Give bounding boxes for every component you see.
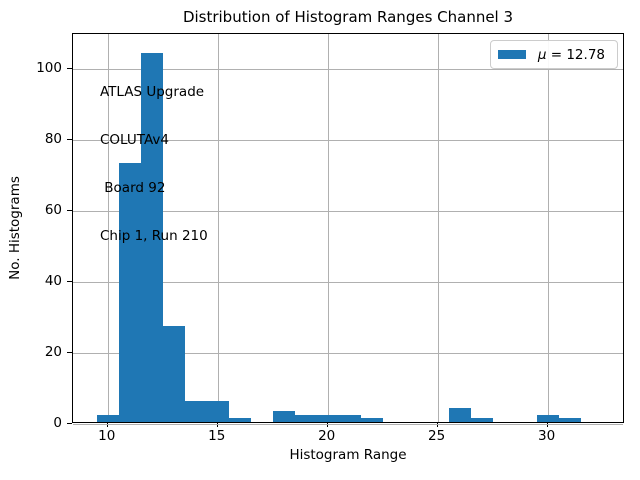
- y-gridline: [73, 353, 623, 355]
- x-tick-label: 15: [208, 428, 226, 444]
- annotation-line: Chip 1, Run 210: [100, 228, 208, 244]
- x-gridline: [217, 34, 219, 422]
- y-gridline: [73, 69, 623, 71]
- y-tick-label: 60: [44, 202, 62, 219]
- x-tick-mark: [326, 423, 328, 427]
- x-tick-label: 10: [98, 428, 116, 444]
- y-axis-label: No. Histograms: [7, 176, 23, 280]
- chart-title: Distribution of Histogram Ranges Channel…: [182, 8, 514, 26]
- x-tick-mark: [106, 423, 108, 427]
- y-tick-mark: [67, 68, 72, 70]
- legend-swatch: [497, 50, 526, 59]
- x-gridline: [547, 34, 549, 422]
- histogram-bar: [294, 414, 317, 422]
- y-tick-mark: [67, 423, 72, 424]
- mu-symbol: μ: [537, 46, 547, 63]
- legend-label: μ = 12.78: [538, 47, 605, 63]
- histogram-bar: [470, 418, 493, 422]
- histogram-bar: [96, 414, 119, 422]
- legend-value: = 12.78: [546, 46, 605, 63]
- histogram-bar: [360, 418, 383, 422]
- y-gridline: [73, 424, 623, 425]
- y-tick-label: 100: [36, 60, 62, 77]
- histogram-bar: [228, 418, 251, 422]
- x-tick-label: 20: [318, 428, 336, 444]
- annotation-line: COLUTAv4: [100, 132, 170, 148]
- y-tick-label: 40: [44, 273, 62, 290]
- x-tick-mark: [216, 423, 218, 427]
- x-axis-label: Histogram Range: [289, 447, 407, 463]
- x-tick-label: 30: [537, 428, 556, 444]
- histogram-bar: [558, 418, 581, 422]
- histogram-bar: [184, 400, 207, 422]
- x-gridline: [327, 34, 329, 422]
- histogram-bar: [536, 414, 559, 422]
- x-tick-mark: [436, 423, 438, 427]
- histogram-bar: [316, 414, 339, 422]
- x-gridline: [107, 34, 109, 422]
- x-gridline: [437, 34, 439, 422]
- y-tick-label: 20: [44, 344, 62, 361]
- y-tick-mark: [67, 281, 72, 283]
- histogram-bar: [118, 163, 141, 422]
- y-gridline: [73, 211, 623, 213]
- histogram-bar: [162, 326, 185, 422]
- annotation-line: ATLAS Upgrade: [100, 84, 205, 100]
- x-tick-label: 25: [428, 428, 446, 444]
- y-tick-mark: [67, 139, 72, 141]
- y-tick-label: 80: [44, 131, 62, 148]
- annotation-block: ATLAS Upgrade COLUTAv4 Board 92 Chip 1, …: [100, 52, 208, 276]
- plot-area: ATLAS Upgrade COLUTAv4 Board 92 Chip 1, …: [72, 33, 624, 425]
- histogram-bar: [206, 400, 229, 422]
- legend: μ = 12.78: [489, 40, 618, 69]
- x-tick-mark: [546, 423, 548, 427]
- y-tick-mark: [67, 210, 72, 212]
- y-tick-mark: [67, 352, 72, 354]
- y-gridline: [73, 140, 623, 142]
- annotation-line: Board 92: [100, 180, 166, 196]
- histogram-bar: [272, 411, 295, 422]
- histogram-bar: [140, 53, 163, 422]
- histogram-bar: [448, 407, 471, 422]
- y-tick-label: 0: [53, 415, 62, 431]
- histogram-bar: [338, 414, 361, 422]
- y-gridline: [73, 282, 623, 284]
